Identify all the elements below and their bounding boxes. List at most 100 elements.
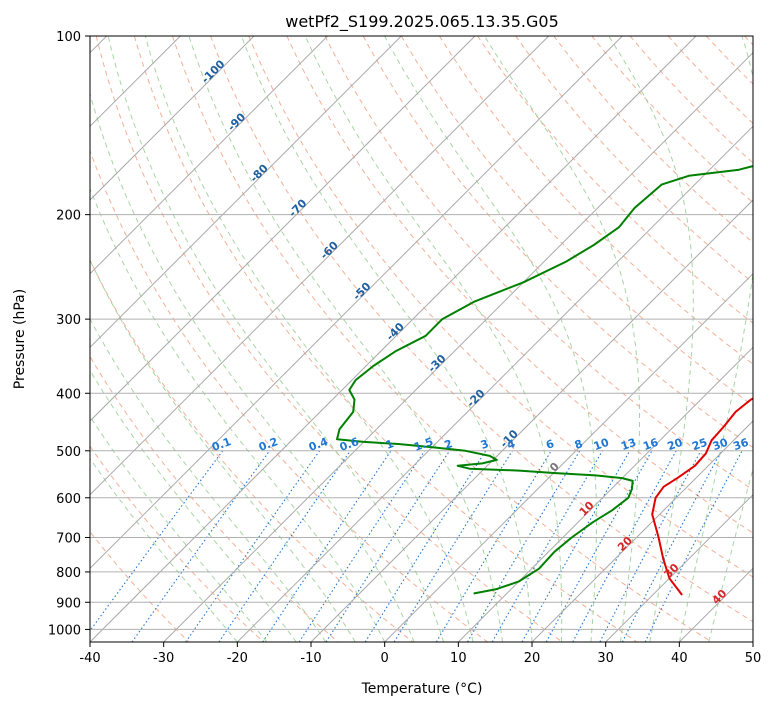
x-tick-label: 30 (597, 651, 614, 666)
mixing-ratio-label: 3 (479, 437, 491, 452)
dry-adiabat-line (90, 445, 264, 642)
isobars (90, 36, 753, 630)
isotherm-label: 20 (615, 534, 635, 554)
y-axis-ticks: 100 200 300 400 500 600 700 800 900 1000 (48, 30, 90, 638)
mixing-ratio-label: 0.2 (257, 435, 280, 454)
moist-adiabat-line (90, 415, 268, 642)
dry-adiabat-line (477, 36, 753, 324)
mixing-ratio-label: 0.6 (338, 435, 361, 454)
isotherm-line (90, 36, 623, 570)
moist-adiabat-line (708, 466, 753, 642)
isotherm-label: -70 (286, 196, 309, 219)
moist-adiabat-line (384, 36, 597, 642)
y-tick-label: 900 (56, 596, 81, 611)
dry-adiabat-line (90, 259, 414, 642)
mixing-ratio-line (298, 450, 426, 642)
y-tick-label: 300 (56, 313, 81, 328)
y-tick-label: 200 (56, 209, 81, 224)
mixing-ratio-line (364, 450, 487, 642)
dry-adiabat-line (362, 36, 753, 449)
mixing-ratio-line (185, 450, 321, 642)
moist-adiabat-line (483, 36, 640, 642)
isotherm-line (310, 199, 753, 642)
moist-adiabat-line (608, 36, 694, 642)
dry-adiabat-line (515, 36, 753, 284)
mixing-ratio-line (131, 450, 271, 642)
moist-adiabat-line (107, 36, 445, 642)
isotherms (90, 36, 753, 642)
mixing-ratio-label: 30 (711, 436, 730, 454)
temperature-line (651, 397, 753, 596)
dewpoint-line (336, 165, 753, 595)
dry-adiabat-line (667, 36, 753, 125)
isotherm-line (90, 36, 476, 422)
plot-frame (89, 35, 754, 643)
x-tick-label: -40 (79, 651, 100, 666)
moist-adiabat-line (90, 258, 356, 642)
moist-adiabat-line (304, 36, 563, 642)
x-tick-label: 50 (745, 651, 762, 666)
dry-adiabat-line (90, 355, 339, 642)
y-tick-label: 600 (56, 492, 81, 507)
isotherm-line (90, 36, 402, 349)
mixing-ratio-label: 6 (544, 437, 556, 452)
mixing-ratio-line (521, 450, 631, 642)
dry-adiabat-line (248, 36, 753, 578)
x-tick-label: 40 (671, 651, 688, 666)
mixing-ratio-line (467, 450, 581, 642)
x-tick-label: 0 (381, 651, 389, 666)
moist-adiabat-line (90, 369, 297, 642)
isotherm-label: -20 (464, 387, 487, 410)
dry-adiabat-line (210, 36, 753, 623)
dry-adiabat-line (400, 36, 753, 407)
y-tick-label: 800 (56, 566, 81, 581)
mixing-ratio-label: 16 (641, 436, 660, 454)
x-tick-label: -30 (153, 651, 174, 666)
moist-adiabat-line (90, 457, 238, 642)
dry-adiabat-line (133, 36, 638, 642)
mixing-ratio-line (644, 450, 743, 642)
moist-adiabat-line (90, 187, 386, 642)
y-tick-label: 100 (56, 30, 81, 45)
mixing-ratio-line (435, 450, 552, 642)
isotherm-line (90, 36, 697, 642)
isotherm-line (236, 125, 753, 642)
dry-adiabats (90, 36, 753, 642)
isotherm-label: 10 (577, 498, 597, 518)
isotherm-label: -30 (425, 352, 448, 375)
mixing-ratio-label: 36 (731, 436, 750, 454)
moist-adiabat-line (240, 36, 533, 642)
x-tick-label: -10 (300, 651, 321, 666)
isotherm-label: -80 (248, 161, 271, 184)
dry-adiabat-line (705, 36, 753, 85)
y-tick-label: 700 (56, 532, 81, 547)
mixing-ratio-label: 13 (619, 436, 638, 453)
dry-adiabat-line (591, 36, 753, 204)
isotherm-line (531, 420, 753, 642)
isotherm-line (163, 51, 753, 642)
isotherm-line (384, 272, 753, 642)
mixing-ratio-label: 8 (573, 437, 585, 452)
mixing-ratio-labels: 0.1 0.2 0.4 0.6 1 1.5 2 3 4 6 8 10 13 16 20 25 30 36 (210, 435, 751, 454)
mixing-ratio-line (218, 450, 351, 642)
mixing-ratio-lines (90, 450, 743, 642)
dry-adiabat-line (90, 530, 190, 642)
isotherm-label: -90 (225, 110, 248, 133)
dry-adiabat-line (438, 36, 753, 365)
mixing-ratio-label: 0.1 (210, 435, 233, 454)
isotherm-line (90, 36, 255, 201)
x-tick-label: -20 (227, 651, 248, 666)
isotherm-label: -100 (199, 57, 228, 86)
isotherm-label: -40 (384, 320, 407, 343)
mixing-ratio-line (262, 450, 392, 642)
dry-adiabat-line (172, 36, 712, 642)
isotherm-line (90, 36, 329, 275)
dry-adiabat-line (324, 36, 753, 491)
mixing-ratio-line (325, 450, 451, 642)
x-axis-label: Temperature (°C) (361, 681, 483, 697)
mixing-ratio-label: 0.4 (307, 435, 330, 454)
moist-adiabat-line (144, 36, 474, 642)
x-tick-label: 10 (450, 651, 467, 666)
isotherm-label: -50 (350, 280, 373, 303)
dry-adiabat-line (95, 36, 563, 642)
